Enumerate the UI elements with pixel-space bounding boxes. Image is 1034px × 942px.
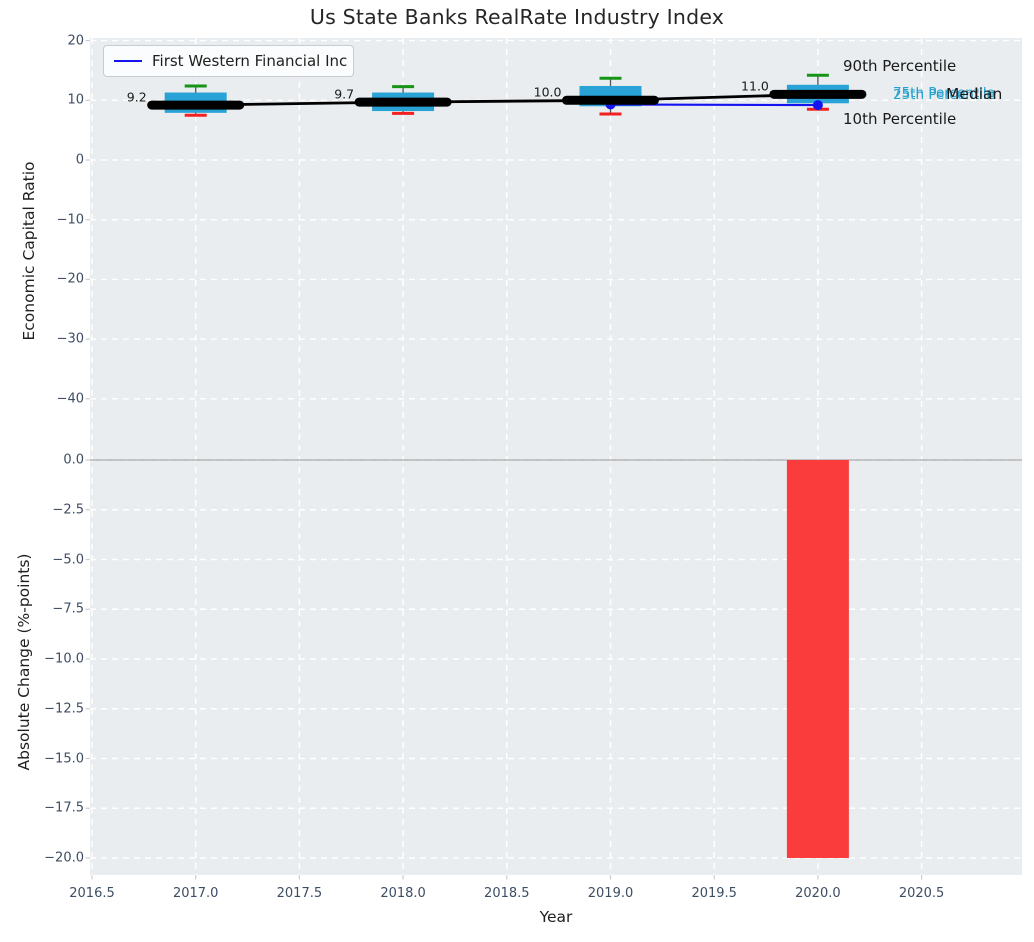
median-value-label: 10.0 — [533, 84, 562, 100]
xtick: 2019.5 — [691, 886, 737, 901]
annotation-p75: 75th Percentile — [893, 84, 995, 101]
xtick: 2018.5 — [484, 886, 530, 901]
ytick-top: −10 — [56, 212, 84, 228]
ytick-bottom: −15.0 — [44, 751, 84, 766]
ytick-bottom: −5.0 — [52, 552, 84, 567]
ytick-bottom: −20.0 — [44, 850, 84, 866]
xtick: 2018.0 — [380, 886, 426, 901]
ytick-top: 20 — [67, 33, 84, 49]
xtick: 2016.5 — [69, 886, 115, 901]
legend-label: First Western Financial Inc — [152, 52, 348, 70]
ytick-bottom: −10.0 — [44, 651, 84, 667]
chart-title: Us State Banks RealRate Industry Index — [309, 5, 725, 29]
ytick-top: 10 — [67, 92, 84, 108]
xtick: 2017.5 — [276, 886, 323, 901]
plot-area — [90, 38, 1022, 875]
median-value-label: 11.0 — [741, 78, 769, 94]
y-axis-label-top: Economic Capital Ratio — [20, 161, 38, 341]
ytick-bottom: 0.0 — [63, 452, 84, 468]
ytick-bottom: −12.5 — [44, 701, 84, 717]
ytick-bottom: −2.5 — [52, 502, 84, 518]
x-axis-label: Year — [539, 908, 573, 926]
xtick: 2020.0 — [795, 886, 841, 901]
xtick: 2019.0 — [587, 886, 634, 901]
y-axis-label-bottom: Absolute Change (%-points) — [15, 553, 33, 771]
legend-line-sample-icon — [114, 60, 142, 62]
annotation-p90: 90th Percentile — [843, 57, 957, 75]
median-value-label: 9.7 — [334, 86, 355, 102]
annotation-median: Median — [946, 85, 1003, 103]
ytick-top: 0 — [75, 152, 84, 168]
xtick: 2020.5 — [898, 886, 945, 901]
annotation-p10: 10th Percentile — [843, 110, 957, 128]
annotation-p25: 25th Percentile — [893, 87, 995, 103]
ytick-top: −40 — [56, 391, 84, 407]
legend: First Western Financial Inc — [103, 45, 354, 77]
median-value-label: 9.2 — [126, 89, 147, 105]
ytick-bottom: −17.5 — [44, 800, 84, 816]
ytick-top: −30 — [56, 331, 84, 347]
ytick-top: −20 — [56, 271, 84, 287]
ytick-bottom: −7.5 — [52, 601, 84, 617]
xtick: 2017.0 — [172, 886, 219, 901]
